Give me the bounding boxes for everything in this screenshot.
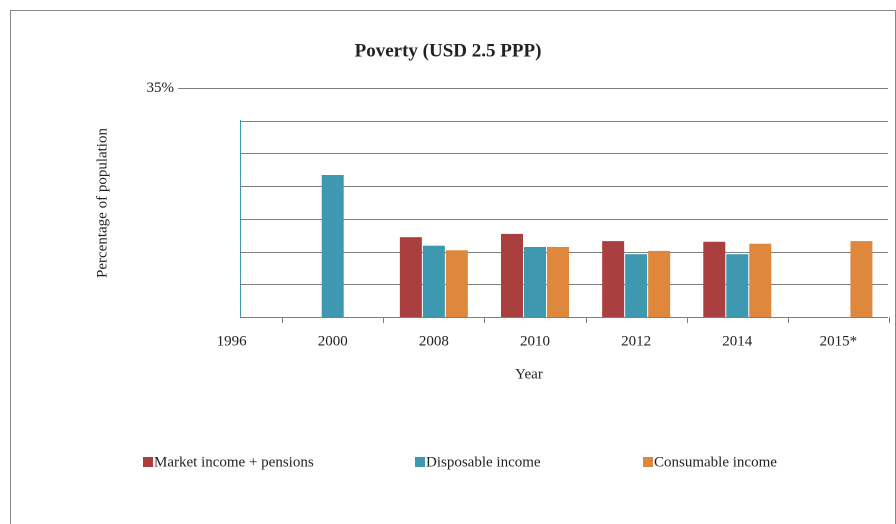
x-axis-label: Year — [515, 366, 543, 382]
bar — [703, 241, 726, 317]
legend-swatch — [415, 457, 425, 467]
legend-label: Consumable income — [654, 454, 777, 470]
bar — [726, 254, 749, 317]
x-tick-label: 2012 — [621, 333, 651, 349]
x-tick-label: 2014 — [722, 333, 753, 349]
x-tick-label: 2008 — [419, 333, 449, 349]
bar — [524, 246, 546, 317]
legend-label: Market income + pensions — [154, 454, 314, 470]
legend-label: Disposable income — [426, 454, 541, 470]
bar — [321, 175, 344, 317]
bar — [547, 246, 569, 317]
chart-title: Poverty (USD 2.5 PPP) — [355, 40, 542, 61]
x-tick-label: 2000 — [318, 333, 348, 349]
bar — [850, 241, 873, 317]
y-axis-label: Percentage of population — [94, 128, 110, 278]
x-tick-label: 2015* — [820, 333, 858, 349]
bar — [399, 237, 422, 317]
bar — [648, 250, 671, 317]
bar — [501, 233, 523, 317]
legend-swatch — [143, 457, 153, 467]
bar — [422, 245, 445, 317]
legend-swatch — [643, 457, 653, 467]
x-tick-label: 1996 — [217, 333, 248, 349]
x-tick-label: 2010 — [520, 333, 550, 349]
bar — [602, 241, 625, 317]
y-tick-label: 35% — [147, 80, 175, 96]
bar — [625, 254, 648, 317]
bar — [445, 250, 468, 317]
bar — [749, 243, 772, 317]
